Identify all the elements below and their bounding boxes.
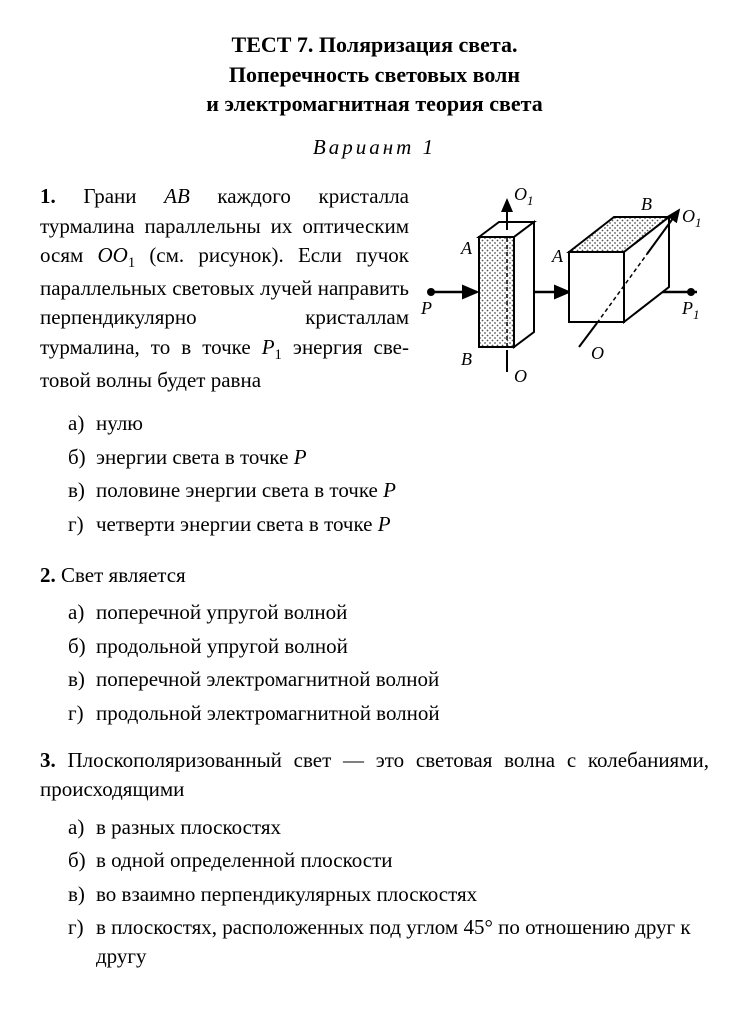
question-3-number: 3. xyxy=(40,748,56,772)
question-1-number: 1. xyxy=(40,184,56,208)
question-1: O1 O1 A A B B P P1 O O 1. Грани AB каждо… xyxy=(40,182,709,543)
q1-option-g: г) четверти энергии света в точке P xyxy=(68,510,709,539)
question-1-options: а) нулю б) энергии света в точке P в) по… xyxy=(40,409,709,539)
svg-text:O1: O1 xyxy=(514,184,534,208)
svg-text:A: A xyxy=(460,238,473,258)
q3-option-b: б)в одной определенной плоскости xyxy=(68,846,709,875)
svg-text:P1: P1 xyxy=(681,298,700,322)
svg-text:B: B xyxy=(641,194,652,214)
q1-option-v: в) половине энергии света в точке P xyxy=(68,476,709,505)
question-3-text: Плоскополяризованный свет — это световая… xyxy=(40,748,709,801)
test-title: ТЕСТ 7. Поляризация света. Поперечность … xyxy=(40,30,709,119)
question-2: 2. Свет является а)поперечной упругой во… xyxy=(40,561,709,728)
q2-option-a: а)поперечной упругой волной xyxy=(68,598,709,627)
svg-text:O: O xyxy=(514,366,527,386)
q2-option-v: в)поперечной электромагнитной волной xyxy=(68,665,709,694)
question-2-text: Свет является xyxy=(61,563,186,587)
figure-crystals: O1 O1 A A B B P P1 O O xyxy=(419,182,709,397)
title-line-2: Поперечность световых волн xyxy=(229,62,520,87)
question-3-options: а)в разных плоскостях б)в одной определе… xyxy=(40,813,709,972)
q2-option-g: г)продольной электромагнитной волной xyxy=(68,699,709,728)
svg-text:P: P xyxy=(420,298,432,318)
variant-label: Вариант 1 xyxy=(40,133,709,162)
question-2-number: 2. xyxy=(40,563,56,587)
question-2-options: а)поперечной упругой волной б)продольной… xyxy=(40,598,709,728)
q3-option-v: в)во взаимно перпендикулярных плоскостях xyxy=(68,880,709,909)
svg-text:A: A xyxy=(551,246,564,266)
q2-option-b: б)продольной упругой волной xyxy=(68,632,709,661)
svg-text:O1: O1 xyxy=(682,206,702,230)
title-line-3: и электромагнитная теория света xyxy=(206,91,542,116)
q1-option-b: б) энергии света в точке P xyxy=(68,443,709,472)
svg-text:O: O xyxy=(591,343,604,363)
svg-text:B: B xyxy=(461,349,472,369)
question-3: 3. Плоскополяризованный свет — это свето… xyxy=(40,746,709,972)
q1-option-a: а) нулю xyxy=(68,409,709,438)
title-line-1: ТЕСТ 7. Поляризация света. xyxy=(232,32,518,57)
q3-option-g: г)в плоскостях, расположенных под углом … xyxy=(68,913,709,972)
q3-option-a: а)в разных плоскостях xyxy=(68,813,709,842)
